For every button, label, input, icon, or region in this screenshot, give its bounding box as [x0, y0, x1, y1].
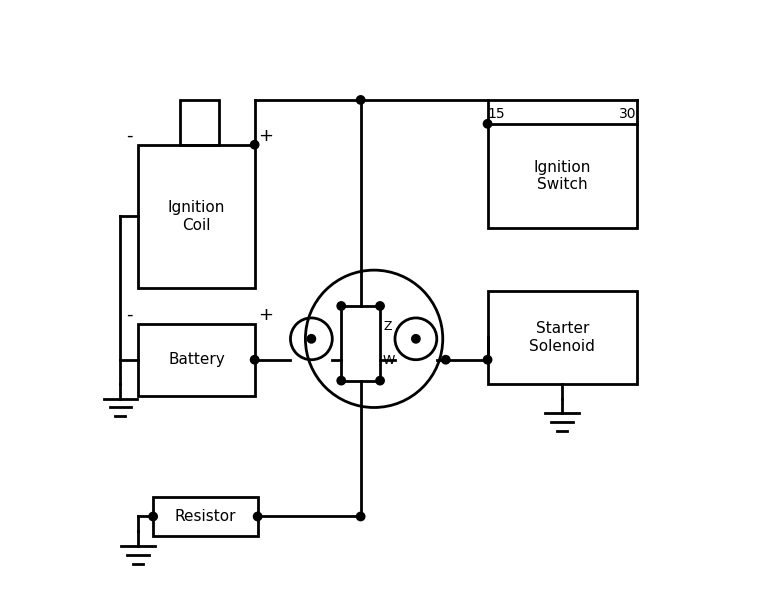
Circle shape	[376, 302, 384, 310]
Circle shape	[250, 140, 259, 149]
Circle shape	[376, 376, 384, 385]
Circle shape	[337, 302, 346, 310]
Text: +: +	[258, 306, 273, 324]
Circle shape	[357, 96, 365, 104]
Circle shape	[441, 356, 450, 364]
Circle shape	[250, 356, 259, 364]
Text: -: -	[125, 306, 132, 324]
Text: Ignition
Switch: Ignition Switch	[534, 160, 591, 192]
Circle shape	[149, 512, 158, 521]
Text: -: -	[125, 127, 132, 145]
Circle shape	[307, 335, 315, 343]
Text: 30: 30	[619, 107, 637, 121]
Circle shape	[484, 119, 492, 128]
Text: Z: Z	[383, 320, 391, 332]
Text: Battery: Battery	[168, 352, 225, 367]
Text: Starter
Solenoid: Starter Solenoid	[529, 321, 595, 353]
Text: 15: 15	[488, 107, 505, 121]
Circle shape	[412, 335, 420, 343]
Text: Ignition
Coil: Ignition Coil	[168, 200, 225, 233]
Circle shape	[337, 376, 346, 385]
Circle shape	[357, 512, 365, 521]
Text: W: W	[383, 354, 395, 367]
Text: Resistor: Resistor	[175, 509, 236, 524]
Text: +: +	[258, 127, 273, 145]
Circle shape	[253, 512, 262, 521]
Circle shape	[484, 356, 492, 364]
